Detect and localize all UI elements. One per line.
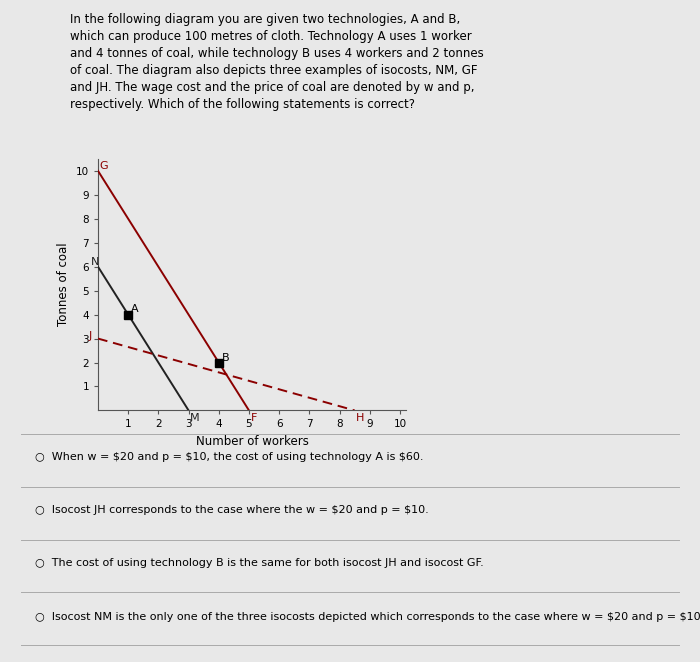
Text: ○  When w = $20 and p = $10, the cost of using technology A is $60.: ○ When w = $20 and p = $10, the cost of …	[35, 451, 423, 462]
Text: B: B	[222, 354, 230, 363]
Text: M: M	[190, 413, 199, 423]
Text: ○  Isocost NM is the only one of the three isocosts depicted which corresponds t: ○ Isocost NM is the only one of the thre…	[35, 612, 700, 622]
Text: H: H	[356, 413, 365, 423]
Text: In the following diagram you are given two technologies, A and B,
which can prod: In the following diagram you are given t…	[70, 13, 484, 111]
Text: ○  The cost of using technology B is the same for both isocost JH and isocost GF: ○ The cost of using technology B is the …	[35, 557, 484, 568]
Text: F: F	[251, 413, 257, 423]
X-axis label: Number of workers: Number of workers	[195, 435, 309, 448]
Text: G: G	[99, 161, 108, 171]
Text: A: A	[131, 305, 139, 314]
Text: J: J	[89, 330, 92, 340]
Text: ○  Isocost JH corresponds to the case where the w = $20 and p = $10.: ○ Isocost JH corresponds to the case whe…	[35, 504, 428, 515]
Y-axis label: Tonnes of coal: Tonnes of coal	[57, 243, 70, 326]
Text: N: N	[90, 258, 99, 267]
